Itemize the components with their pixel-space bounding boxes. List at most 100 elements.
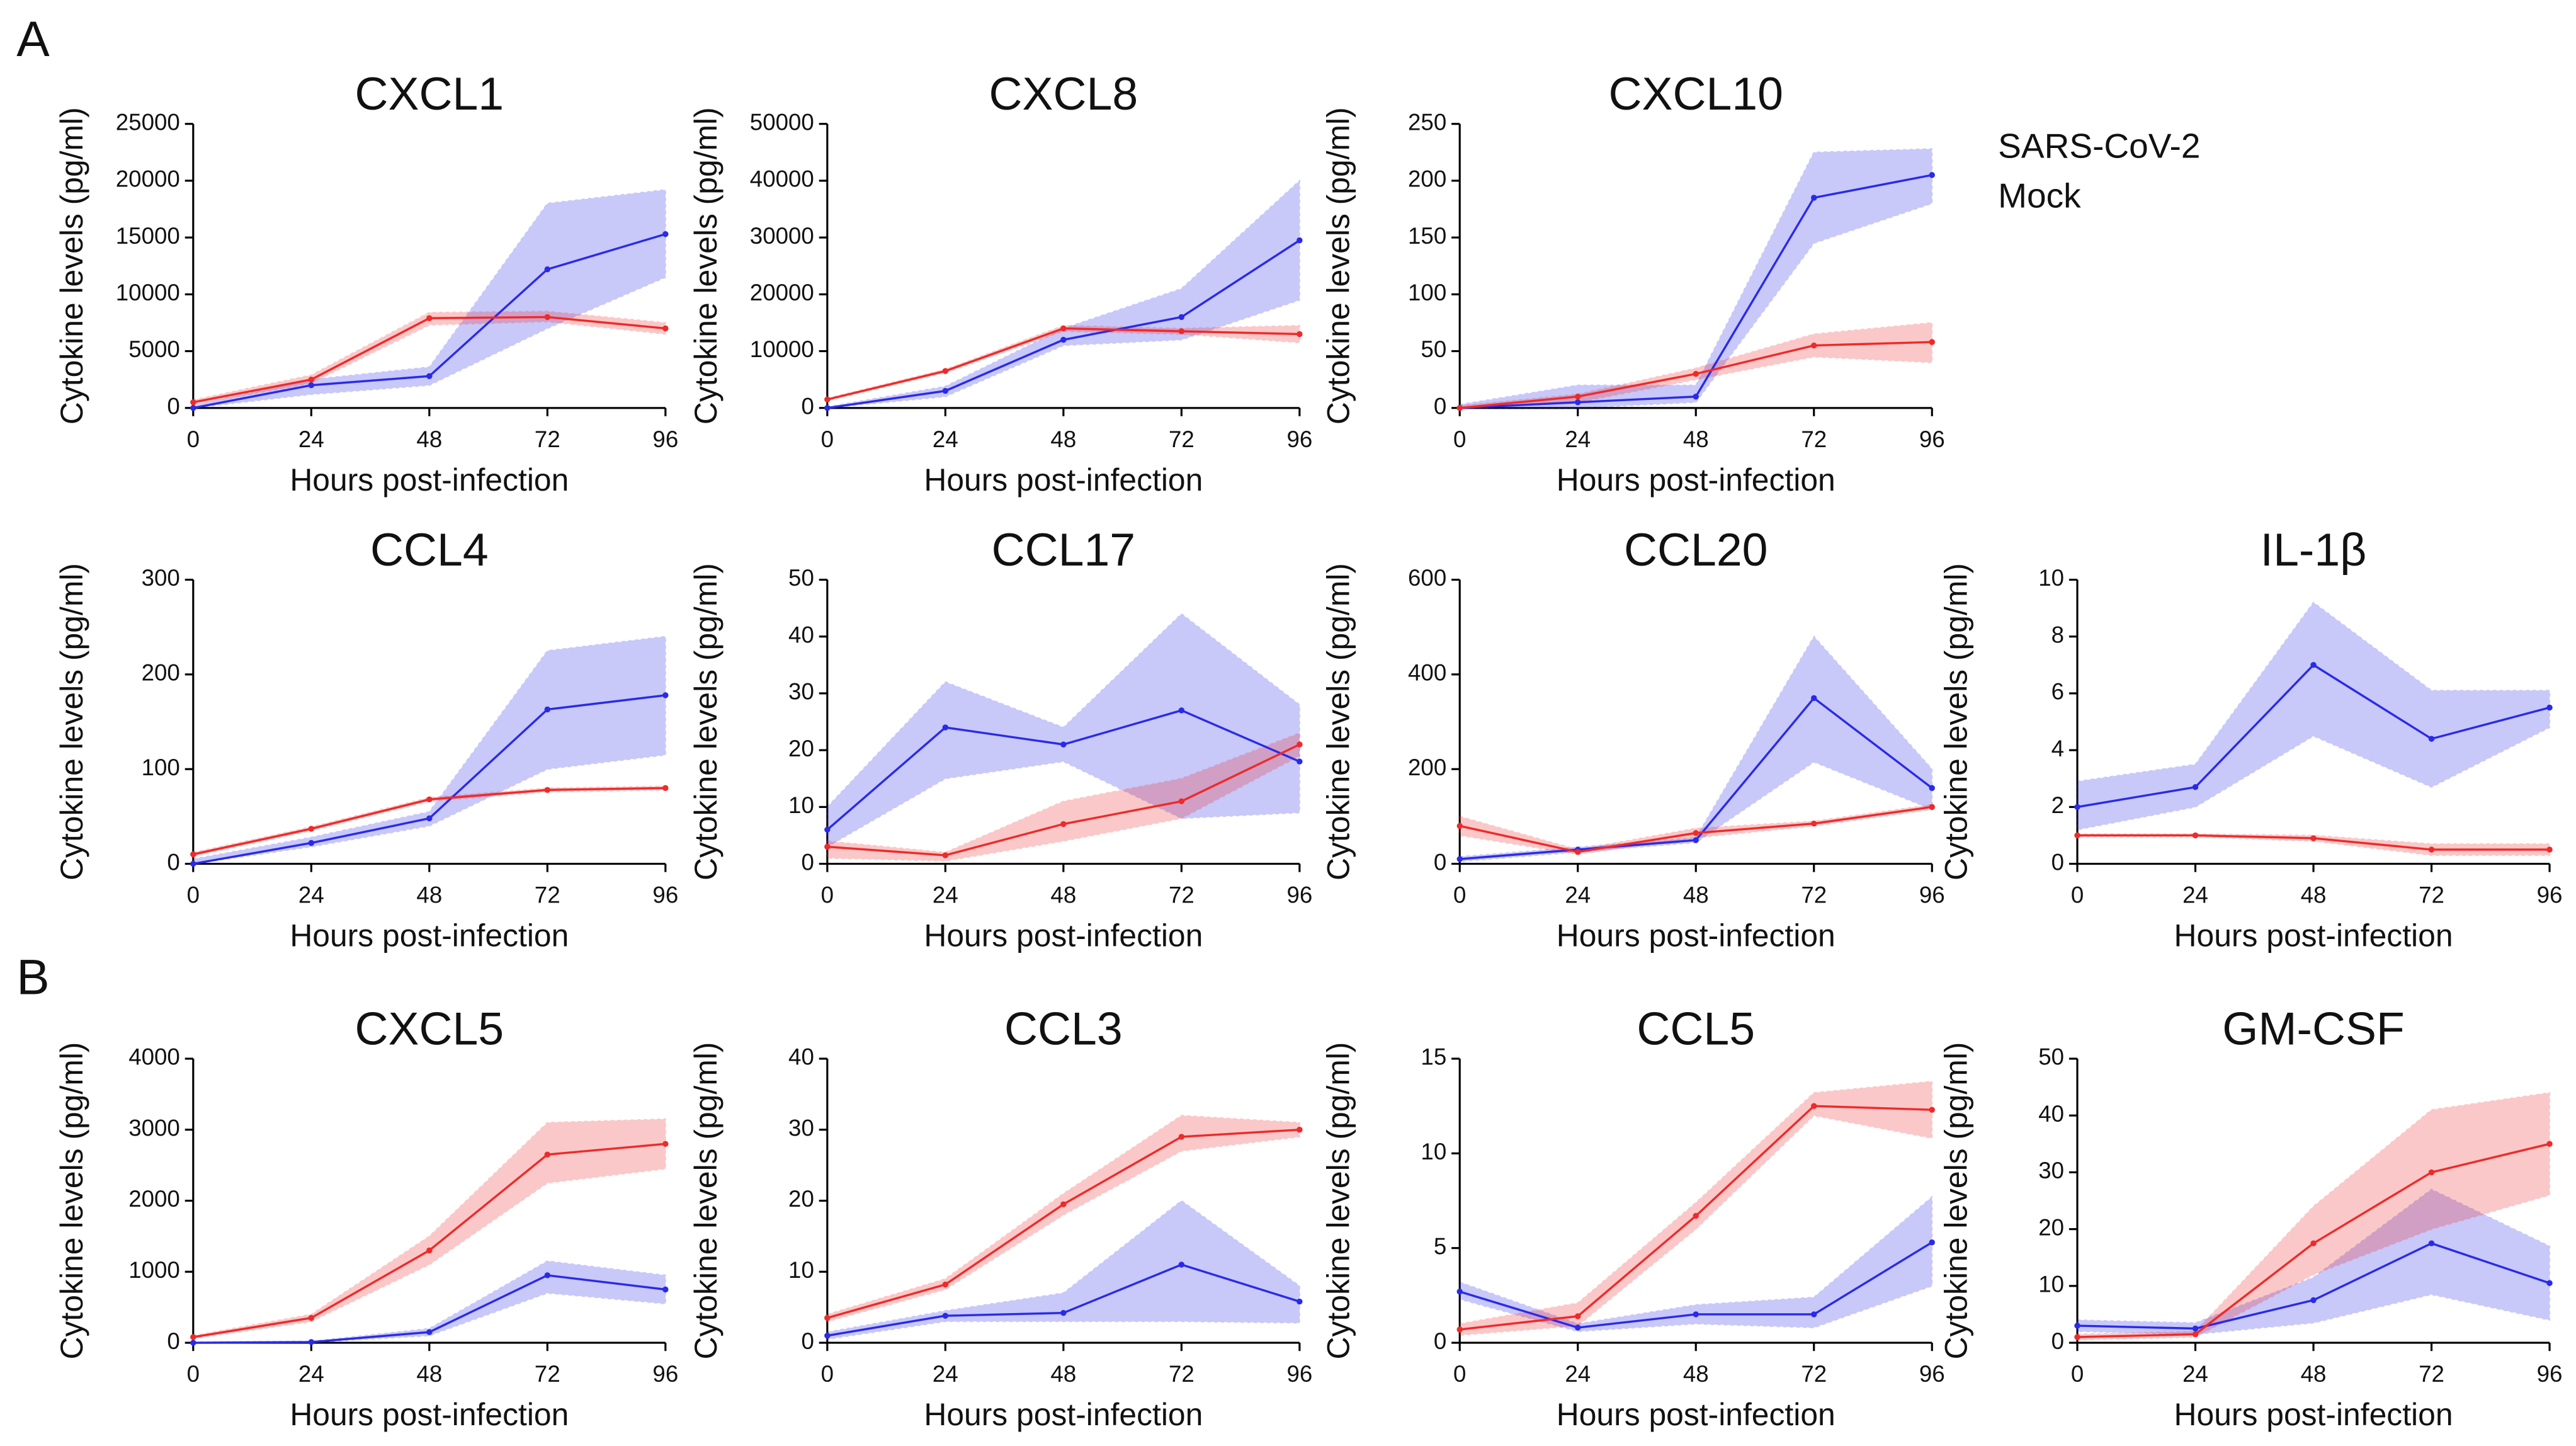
legend-entry: SARS-CoV-2 — [1998, 127, 2200, 166]
x-tick-label: 72 — [535, 882, 560, 908]
x-tick-label: 24 — [2182, 882, 2208, 908]
range-band — [2076, 601, 2551, 831]
y-tick-label: 3000 — [128, 1115, 180, 1141]
range-band — [826, 732, 1300, 862]
data-point — [2310, 835, 2317, 841]
data-point — [1811, 342, 1817, 349]
x-tick-label: 24 — [298, 426, 324, 452]
chart-title: IL-1β — [2261, 524, 2367, 576]
y-axis-label: Cytokine levels (pg/ml) — [1321, 563, 1356, 880]
data-point — [2546, 846, 2553, 853]
x-tick-label: 0 — [1453, 1361, 1466, 1387]
data-point — [2074, 832, 2080, 839]
data-point — [824, 826, 831, 833]
x-tick-label: 0 — [821, 882, 834, 908]
chart-title: CXCL10 — [1609, 68, 1783, 120]
data-point — [1575, 399, 1581, 406]
range-band — [826, 1200, 1300, 1340]
y-tick-label: 10 — [788, 792, 814, 818]
data-point — [1178, 1261, 1185, 1268]
range-band — [1459, 1195, 1933, 1333]
x-tick-label: 96 — [1286, 882, 1312, 908]
chart-title: CCL5 — [1637, 1003, 1755, 1054]
chart-title: GM-CSF — [2222, 1003, 2405, 1054]
y-tick-label: 0 — [167, 849, 179, 875]
x-tick-label: 96 — [2537, 1361, 2563, 1387]
y-axis-label: Cytokine levels (pg/ml) — [688, 107, 723, 424]
data-point — [662, 325, 669, 332]
y-tick-label: 50 — [1421, 336, 1446, 362]
data-point — [1575, 1324, 1581, 1331]
data-point — [662, 231, 669, 237]
data-point — [1929, 1239, 1935, 1246]
x-tick-label: 24 — [933, 1361, 958, 1387]
data-point — [824, 1314, 831, 1321]
data-point — [1693, 1311, 1699, 1318]
data-point — [308, 1314, 315, 1321]
y-tick-label: 15 — [1421, 1044, 1446, 1070]
data-point — [426, 373, 433, 379]
y-tick-label: 100 — [1408, 280, 1446, 305]
y-tick-label: 600 — [1408, 565, 1446, 591]
y-axis-label: Cytokine levels (pg/ml) — [54, 563, 89, 880]
y-tick-label: 0 — [167, 393, 179, 419]
data-point — [942, 852, 949, 858]
y-tick-label: 4 — [2051, 736, 2064, 761]
x-tick-label: 0 — [187, 426, 200, 452]
data-point — [190, 1334, 196, 1340]
y-tick-label: 0 — [167, 1328, 179, 1354]
data-point — [544, 787, 551, 794]
y-axis-label: Cytokine levels (pg/ml) — [1321, 107, 1356, 424]
data-point — [1178, 707, 1185, 714]
data-point — [1297, 237, 1303, 244]
y-tick-label: 30 — [788, 1115, 814, 1141]
data-point — [1060, 325, 1067, 332]
y-axis-label: Cytokine levels (pg/ml) — [1321, 1042, 1356, 1360]
data-point — [942, 1312, 949, 1319]
y-tick-label: 10 — [2038, 565, 2064, 591]
y-tick-label: 100 — [142, 754, 180, 780]
y-tick-label: 5000 — [128, 336, 180, 362]
data-point — [426, 1329, 433, 1335]
data-point — [544, 1151, 551, 1158]
x-tick-label: 96 — [1286, 1361, 1312, 1387]
data-point — [2192, 784, 2199, 790]
panel-label: A — [16, 11, 50, 67]
data-point — [1811, 820, 1817, 827]
range-band — [2076, 1188, 2551, 1335]
data-point — [1178, 798, 1185, 805]
chart-title: CXCL8 — [989, 68, 1138, 120]
range-band — [192, 635, 666, 865]
y-tick-label: 10000 — [750, 336, 814, 362]
chart-title: CCL20 — [1624, 524, 1768, 576]
data-point — [942, 724, 949, 731]
data-point — [1693, 837, 1699, 843]
x-tick-label: 24 — [1565, 426, 1591, 452]
data-point — [1178, 328, 1185, 334]
y-tick-label: 25000 — [116, 109, 180, 135]
series-line — [193, 316, 666, 404]
x-tick-label: 24 — [2182, 1361, 2208, 1387]
y-tick-label: 10 — [2038, 1272, 2064, 1297]
x-tick-label: 48 — [2301, 1361, 2327, 1387]
range-band — [192, 1260, 666, 1344]
chart-title: CCL17 — [992, 524, 1136, 576]
x-tick-label: 24 — [298, 882, 324, 908]
y-tick-label: 0 — [1434, 393, 1446, 419]
data-point — [190, 405, 196, 411]
data-point — [1693, 370, 1699, 377]
data-point — [1811, 195, 1817, 201]
data-point — [308, 382, 315, 389]
y-tick-label: 40000 — [750, 166, 814, 192]
x-tick-label: 0 — [187, 882, 200, 908]
data-point — [1060, 1201, 1067, 1207]
y-tick-label: 40 — [788, 1044, 814, 1070]
y-tick-label: 200 — [1408, 166, 1446, 192]
chart-title: CXCL5 — [355, 1003, 504, 1054]
data-point — [2428, 1169, 2435, 1176]
data-point — [544, 266, 551, 273]
data-point — [2428, 846, 2435, 853]
y-tick-label: 20000 — [116, 166, 180, 192]
data-point — [2310, 1297, 2317, 1304]
